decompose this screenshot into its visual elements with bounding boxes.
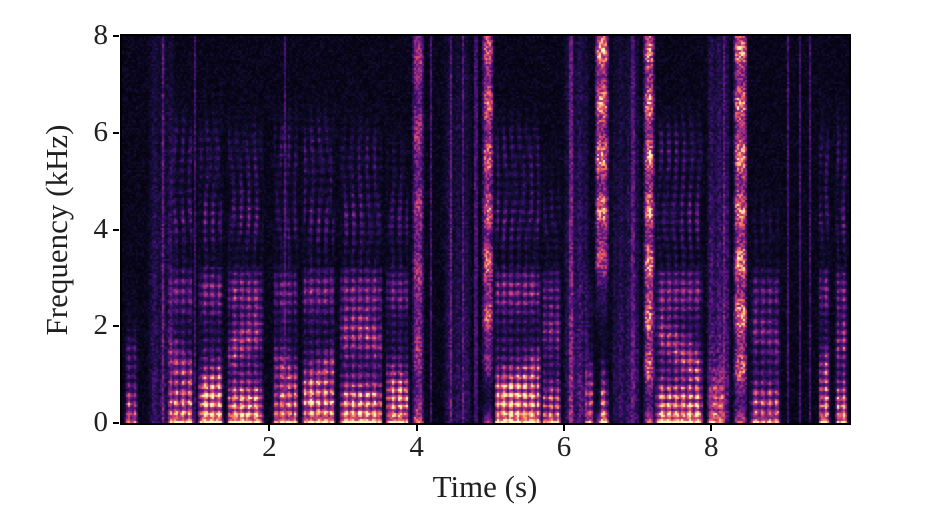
x-axis-label: Time (s) — [432, 469, 538, 504]
y-tick-label: 8 — [93, 19, 109, 51]
x-tick-label: 2 — [262, 431, 277, 463]
x-tick-mark — [415, 425, 418, 431]
y-tick-mark — [113, 422, 119, 424]
y-tick-label: 2 — [93, 309, 109, 342]
x-tick-mark — [562, 425, 565, 431]
spectrogram-canvas — [122, 36, 849, 423]
y-tick-mark — [113, 35, 119, 37]
y-tick-label: 6 — [93, 115, 109, 148]
x-tick-mark — [710, 425, 713, 431]
x-tick-mark — [268, 425, 271, 431]
y-tick-mark — [113, 325, 119, 328]
x-tick-label: 6 — [556, 431, 572, 463]
y-axis-label: Frequency (kHz) — [39, 124, 74, 336]
x-tick-label: 8 — [704, 431, 719, 463]
x-tick-label: 4 — [409, 431, 424, 463]
y-tick-mark — [113, 131, 119, 134]
y-tick-mark — [113, 228, 119, 231]
y-tick-label: 0 — [93, 406, 109, 438]
y-tick-label: 4 — [93, 212, 109, 245]
